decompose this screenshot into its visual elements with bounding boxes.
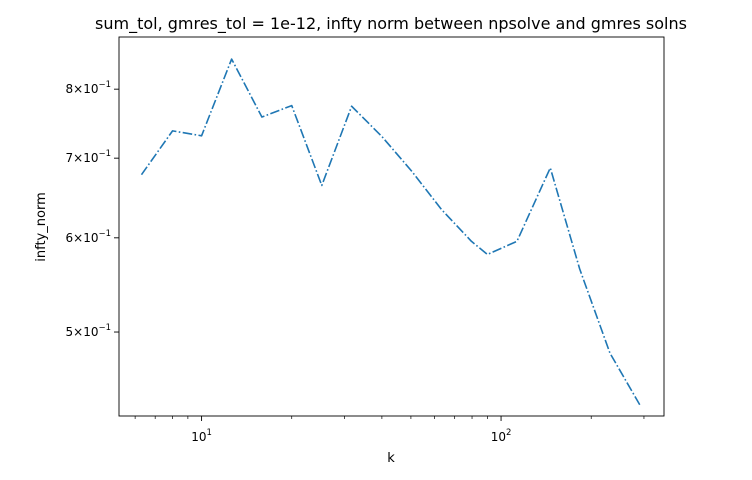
- y-axis-label: infty_norm: [34, 192, 49, 261]
- x-axis-label: k: [387, 451, 395, 466]
- plot-frame: [118, 36, 665, 417]
- y-tick-label: 8×10−1: [66, 80, 112, 96]
- y-tick-label: 6×10−1: [66, 229, 112, 245]
- x-tick-label: 101: [191, 428, 212, 444]
- plot-area: [119, 37, 664, 416]
- x-tick-label: 102: [491, 428, 512, 444]
- axis-ticks: 101 102 5×10−1 6×10−1 7×10−1 8×10−1: [66, 80, 645, 444]
- chart-title: sum_tol, gmres_tol = 1e-12, infty norm b…: [95, 14, 687, 34]
- series-line: [140, 58, 641, 406]
- y-tick-label: 5×10−1: [66, 323, 112, 339]
- y-tick-label: 7×10−1: [66, 149, 112, 165]
